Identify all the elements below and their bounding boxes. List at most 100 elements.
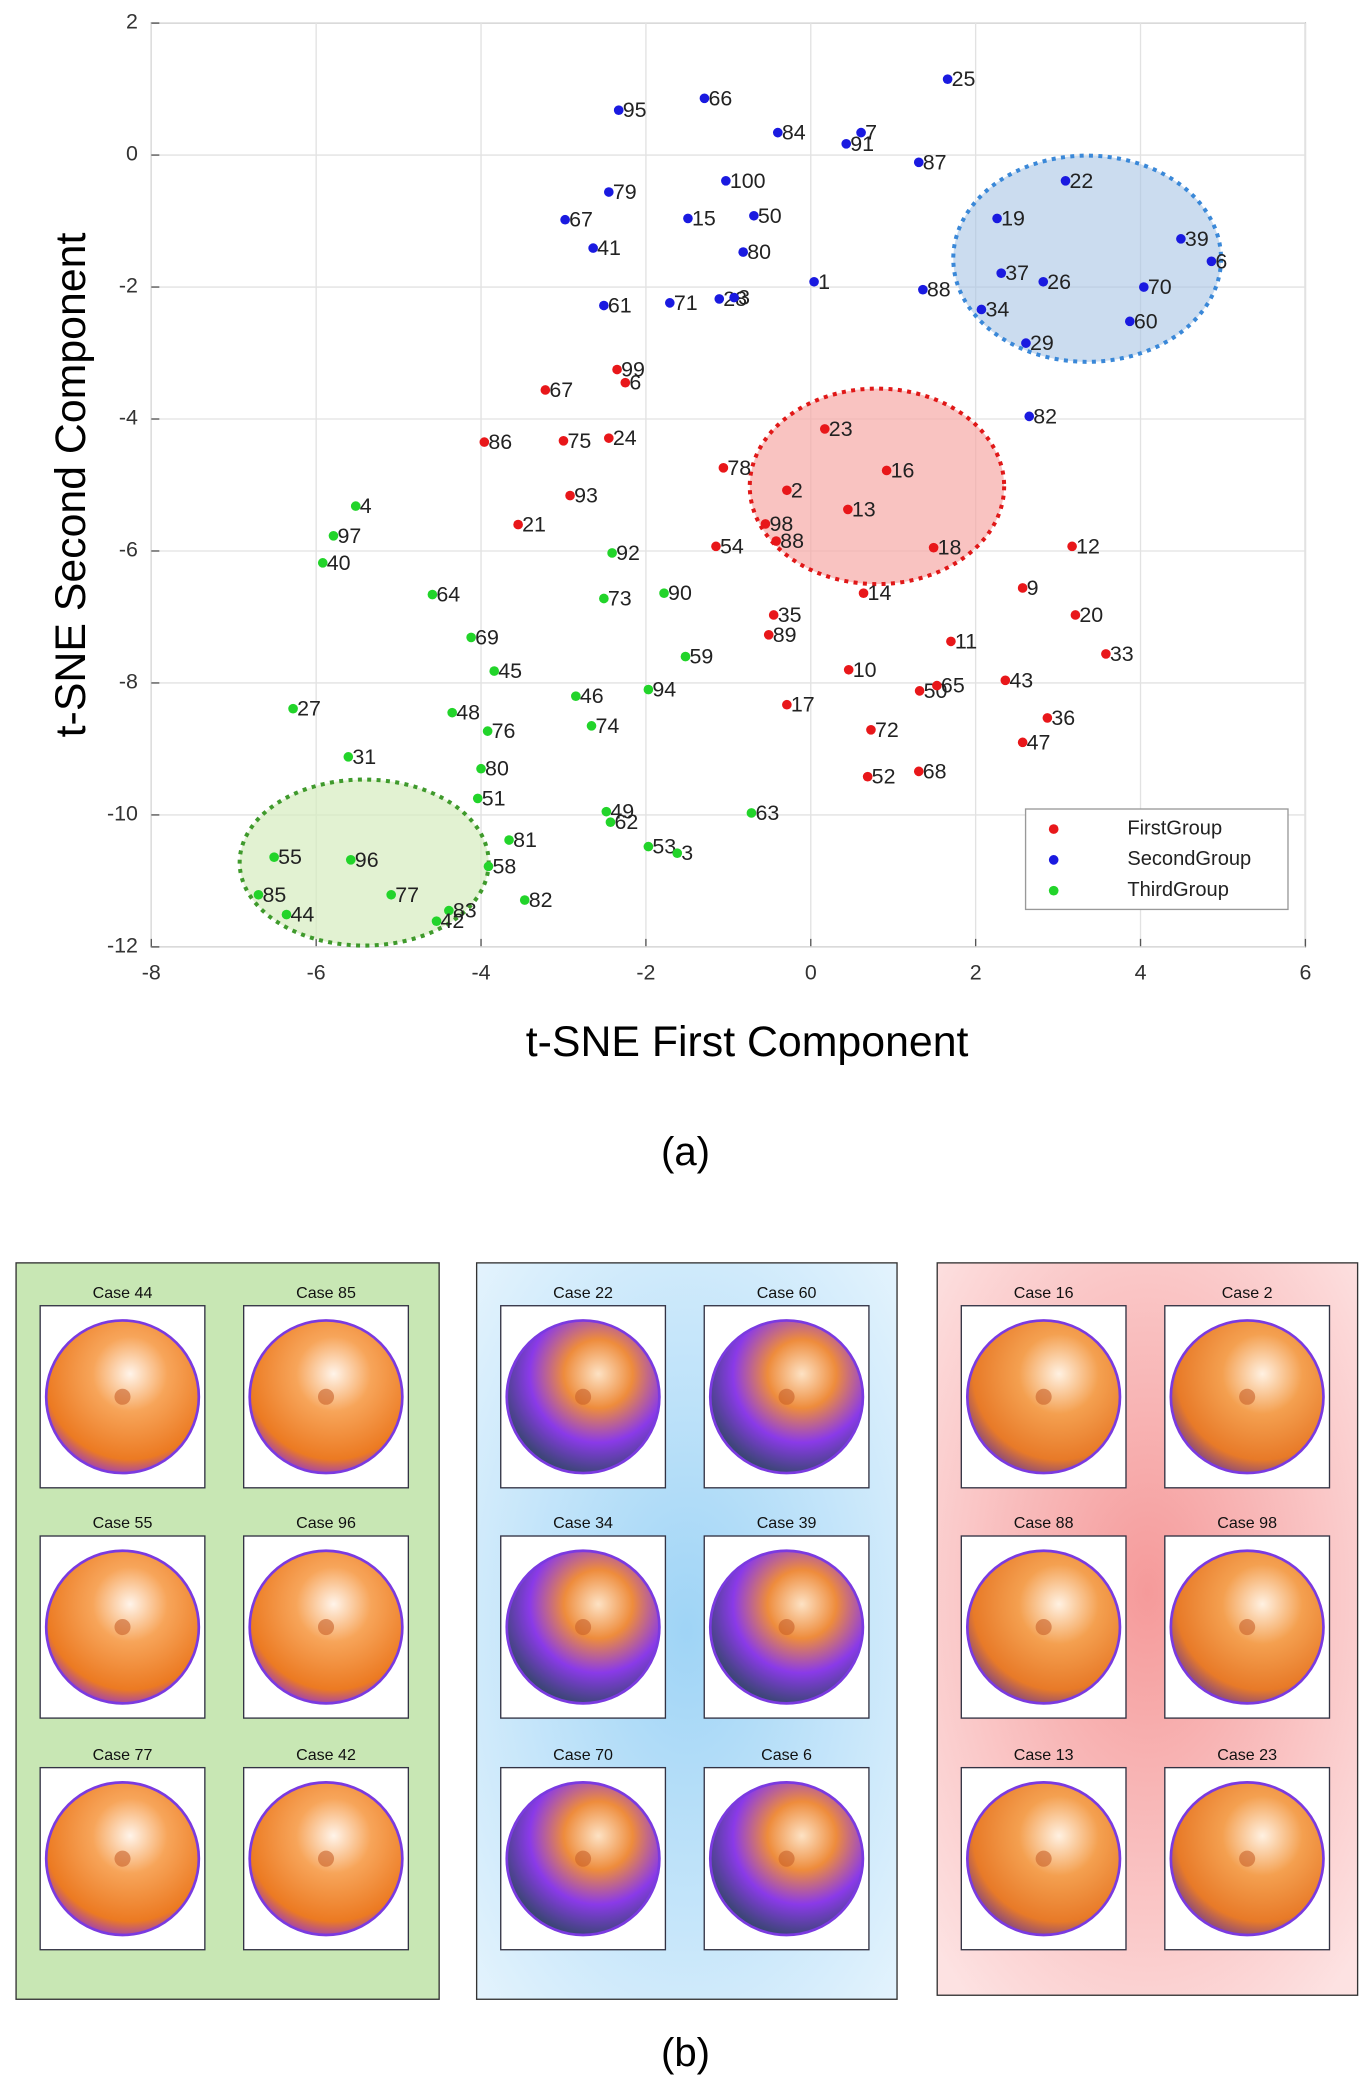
point-label: 60 — [1134, 309, 1158, 333]
point-label: 99 — [621, 358, 645, 382]
point-label: 6 — [1215, 249, 1227, 273]
case-label: Case 22 — [553, 1284, 613, 1302]
point-label: 67 — [549, 378, 573, 402]
polar-map-center — [1239, 1619, 1256, 1636]
point — [976, 304, 987, 315]
point-label: 93 — [574, 484, 598, 508]
point-label: 70 — [1148, 275, 1172, 299]
point — [928, 542, 939, 553]
point-label: 52 — [872, 765, 896, 789]
x-tick-label: -2 — [636, 960, 655, 984]
point — [1000, 675, 1011, 686]
point-label: 17 — [791, 693, 815, 717]
point-label: 7 — [865, 121, 877, 145]
point — [504, 835, 514, 845]
point — [269, 852, 279, 862]
point — [603, 433, 614, 443]
legend-box — [1024, 808, 1289, 911]
polar-map-center — [317, 1388, 335, 1405]
point — [613, 105, 624, 116]
point — [1042, 713, 1053, 723]
point-label: 84 — [782, 121, 806, 145]
y-tick-label: -2 — [119, 274, 138, 298]
point — [721, 175, 731, 186]
point-label: 24 — [613, 426, 637, 450]
point — [476, 763, 486, 774]
point — [588, 243, 598, 253]
point-label: 14 — [868, 581, 892, 605]
point — [479, 437, 490, 447]
point — [760, 519, 771, 529]
caption: (a) — [661, 1129, 710, 1174]
y-tick-label: -8 — [119, 670, 138, 694]
point-label: 83 — [453, 899, 477, 923]
point-label: 53 — [652, 835, 676, 859]
point-label: 69 — [475, 625, 499, 649]
case-label: Case 2 — [1222, 1284, 1273, 1302]
point — [913, 157, 924, 168]
y-axis-label: t-SNE Second Component — [47, 233, 95, 738]
point-label: 90 — [668, 581, 692, 605]
point-label: 54 — [720, 534, 744, 558]
point-label: 98 — [769, 512, 793, 536]
cluster-ellipse — [951, 153, 1224, 364]
point — [1070, 610, 1081, 620]
point-label: 74 — [596, 714, 620, 738]
point-label: 21 — [522, 513, 546, 537]
point-label: 19 — [1001, 206, 1025, 230]
point-label: 58 — [492, 854, 516, 878]
point — [1024, 411, 1035, 422]
point — [328, 530, 339, 541]
point-label: 89 — [773, 623, 797, 647]
point-label: 4 — [360, 494, 372, 518]
point — [680, 651, 691, 662]
point — [866, 724, 876, 735]
point-label: 76 — [492, 719, 516, 743]
point-label: 100 — [730, 169, 766, 193]
point — [714, 294, 725, 304]
point-label: 45 — [498, 659, 522, 683]
y-tick-label: -6 — [119, 538, 138, 562]
caption: (b) — [661, 2030, 710, 2075]
point — [1067, 541, 1077, 552]
point — [809, 276, 819, 287]
point — [843, 664, 854, 675]
point — [718, 463, 729, 473]
point — [1060, 175, 1071, 186]
point-label: 91 — [850, 132, 874, 156]
point-label: 37 — [1005, 261, 1029, 285]
legend-label: FirstGroup — [1127, 817, 1222, 839]
point — [558, 435, 569, 446]
point-label: 33 — [1110, 642, 1134, 666]
point — [612, 364, 622, 375]
polar-map-center — [114, 1388, 131, 1405]
case-label: Case 23 — [1217, 1746, 1277, 1764]
case-label: Case 77 — [93, 1746, 153, 1764]
point-label: 72 — [875, 718, 899, 742]
point-label: 77 — [395, 883, 419, 907]
point-label: 29 — [1030, 331, 1054, 355]
point — [603, 187, 614, 197]
point-label: 80 — [485, 757, 509, 781]
point-label: 10 — [853, 658, 877, 682]
point — [1101, 649, 1111, 659]
point-label: 67 — [569, 208, 593, 232]
point-label: 23 — [829, 417, 853, 441]
point — [599, 593, 609, 604]
point — [862, 771, 873, 782]
legend-label: SecondGroup — [1127, 848, 1251, 870]
point — [1038, 276, 1049, 287]
point — [489, 666, 500, 676]
case-label: Case 85 — [296, 1284, 356, 1302]
polar-map-center — [1239, 1388, 1256, 1405]
point-label: 42 — [441, 909, 465, 933]
case-label: Case 96 — [296, 1514, 356, 1532]
point — [763, 629, 774, 640]
point-label: 39 — [1185, 227, 1209, 251]
case-label: Case 60 — [757, 1284, 817, 1302]
point — [431, 916, 442, 926]
point-label: 51 — [482, 786, 506, 810]
point-label: 15 — [692, 206, 716, 230]
point — [643, 684, 654, 695]
point-label: 9 — [1027, 576, 1039, 600]
